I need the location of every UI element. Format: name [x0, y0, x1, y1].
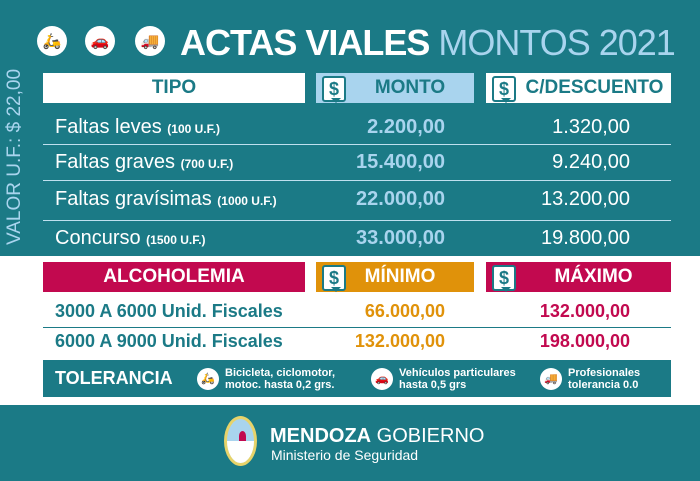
row-label: 3000 A 6000 Unid. Fiscales — [55, 301, 283, 321]
footer — [0, 405, 700, 481]
row-uf: (100 U.F.) — [167, 121, 220, 136]
header-label: MÁXIMO — [554, 266, 633, 287]
header-label: MÍNIMO — [364, 266, 436, 287]
dollar-icon: $ — [492, 76, 516, 103]
row-label: Faltas gravísimas — [55, 187, 212, 210]
dollar-icon: $ — [322, 265, 346, 292]
divider — [43, 180, 671, 181]
table-row: Faltas leves (100 U.F.) 2.200,00 1.320,00 — [43, 109, 671, 145]
table-row: Faltas graves (700 U.F.) 15.400,00 9.240,0… — [43, 144, 671, 180]
brand-bold: MENDOZA — [270, 425, 372, 447]
min-value: 66.000,00 — [364, 301, 445, 321]
tolerancia-item: 🛵 Bicicleta, ciclomotor, motoc. hasta 0,2 … — [197, 367, 335, 391]
header-maximo: $ MÁXIMO — [486, 262, 671, 292]
max-value: 198.000,00 — [539, 331, 630, 351]
brand-light: GOBIERNO — [376, 425, 485, 447]
header-label: MONTO — [374, 77, 446, 98]
page-title: ACTAS VIALES MONTOS 2021 — [180, 22, 676, 64]
row-uf: (700 U.F.) — [180, 156, 234, 171]
tolerancia-item: 🚗 Vehículos particulares hasta 0,5 grs — [371, 367, 516, 391]
header-descuento: $ C/DESCUENTO — [486, 73, 671, 103]
header-label: TIPO — [151, 77, 197, 98]
tolerancia-item: 🚚 Profesionales tolerancia 0.0 — [540, 367, 640, 391]
row-label: Faltas leves — [55, 115, 162, 138]
row-uf: (1500 U.F.) — [146, 232, 206, 247]
header-label: ALCOHOLEMIA — [103, 266, 245, 287]
descuento-value: 19.800,00 — [541, 226, 630, 249]
tolerancia-bar: TOLERANCIA 🛵 Bicicleta, ciclomotor, motoc.… — [43, 360, 671, 397]
alcohol-row: 6000 A 9000 Unid. Fiscales 132.000,00 198.… — [43, 328, 671, 356]
scooter-icon: 🛵 — [37, 26, 67, 56]
header-label: C/DESCUENTO — [525, 77, 664, 98]
item-line: hasta 0,5 grs — [399, 378, 467, 391]
mendoza-shield-logo — [224, 416, 257, 466]
monto-value: 15.400,00 — [356, 150, 445, 173]
descuento-value: 1.320,00 — [552, 115, 630, 138]
divider — [43, 220, 671, 221]
dollar-icon: $ — [492, 265, 516, 292]
tolerancia-label: TOLERANCIA — [55, 368, 173, 388]
top-panel — [0, 0, 700, 256]
row-label: Faltas graves — [55, 150, 176, 173]
table-row: Faltas gravísimas (1000 U.F.) 22.000,00 13… — [43, 181, 671, 217]
header-tipo: TIPO — [43, 73, 305, 103]
monto-value: 22.000,00 — [356, 187, 445, 210]
valor-uf: VALOR U.F.: $ 22,00 — [4, 68, 25, 245]
row-label: Concurso — [55, 226, 141, 249]
item-line: motoc. hasta 0,2 grs. — [225, 378, 335, 391]
descuento-value: 9.240,00 — [552, 150, 630, 173]
footer-subtitle: Ministerio de Seguridad — [271, 447, 419, 463]
max-value: 132.000,00 — [539, 301, 630, 321]
truck-icon: 🚚 — [540, 367, 562, 390]
alcohol-row: 3000 A 6000 Unid. Fiscales 66.000,00 132.0… — [43, 298, 671, 326]
divider — [43, 327, 671, 328]
header-minimo: $ MÍNIMO — [316, 262, 474, 292]
item-line: Profesionales — [568, 366, 641, 379]
row-label: 6000 A 9000 Unid. Fiscales — [55, 331, 283, 351]
footer-brand: MENDOZA GOBIERNO — [270, 425, 484, 448]
item-line: Bicicleta, ciclomotor, — [225, 366, 336, 379]
monto-value: 33.000,00 — [356, 226, 445, 249]
car-icon: 🚗 — [85, 26, 115, 56]
min-value: 132.000,00 — [354, 331, 445, 351]
row-uf: (1000 U.F.) — [217, 193, 277, 208]
car-icon: 🚗 — [371, 367, 393, 390]
header-monto: $ MONTO — [316, 73, 474, 103]
item-line: tolerancia 0.0 — [568, 378, 639, 391]
item-line: Vehículos particulares — [399, 366, 516, 379]
dollar-icon: $ — [322, 76, 346, 103]
scooter-icon: 🛵 — [197, 367, 219, 390]
descuento-value: 13.200,00 — [541, 187, 630, 210]
table-row: Concurso (1500 U.F.) 33.000,00 19.800,00 — [43, 220, 671, 256]
title-sub: MONTOS 2021 — [438, 22, 675, 63]
divider — [43, 144, 671, 145]
truck-icon: 🚚 — [135, 26, 165, 56]
monto-value: 2.200,00 — [367, 115, 445, 138]
header-alcoholemia: ALCOHOLEMIA — [43, 262, 305, 292]
title-main: ACTAS VIALES — [180, 22, 430, 63]
